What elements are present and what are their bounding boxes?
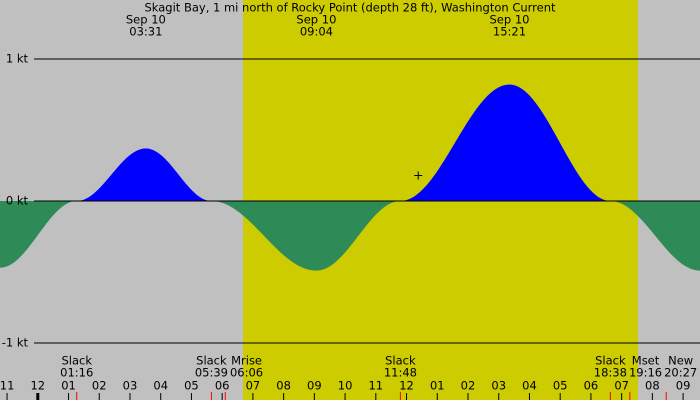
peak-date: Sep 10 <box>296 13 336 27</box>
x-tick-label: 02 <box>92 379 107 393</box>
ebb-area <box>0 201 77 268</box>
event-time: 19:16 <box>629 366 662 380</box>
x-tick-label: 11 <box>368 379 383 393</box>
x-tick-label: 12 <box>30 379 45 393</box>
x-tick-label: 10 <box>338 379 353 393</box>
event-time: 01:16 <box>60 366 93 380</box>
x-tick-label: 09 <box>307 379 322 393</box>
peak-time: 03:31 <box>129 25 162 39</box>
flood-area <box>76 148 212 201</box>
y-tick-label: 1 kt <box>6 52 29 66</box>
peak-date: Sep 10 <box>489 13 529 27</box>
flood-area <box>400 84 611 201</box>
x-tick-label: 03 <box>491 379 506 393</box>
event-time: 11:48 <box>384 366 417 380</box>
x-tick-label: 02 <box>461 379 476 393</box>
x-tick-label: 01 <box>61 379 76 393</box>
x-tick-label: 07 <box>246 379 261 393</box>
event-name: Slack <box>61 354 92 368</box>
chart-title: Skagit Bay, 1 mi north of Rocky Point (d… <box>144 1 556 15</box>
peak-date: Sep 10 <box>126 13 166 27</box>
peak-time: 09:04 <box>300 25 333 39</box>
peak-time: 15:21 <box>493 25 526 39</box>
event-time: 18:38 <box>594 366 627 380</box>
x-tick-label: 07 <box>614 379 629 393</box>
x-tick-label: 09 <box>676 379 691 393</box>
now-marker <box>414 171 423 180</box>
x-tick-label: 05 <box>553 379 568 393</box>
x-tick-label: 11 <box>0 379 14 393</box>
y-tick-label: -1 kt <box>2 336 29 350</box>
x-tick-label: 04 <box>522 379 537 393</box>
ebb-area <box>610 201 700 271</box>
y-tick-label: 0 kt <box>6 194 29 208</box>
event-name: Slack <box>595 354 626 368</box>
x-tick-label: 06 <box>584 379 599 393</box>
x-tick-label: 06 <box>215 379 230 393</box>
event-time: 06:06 <box>230 366 263 380</box>
event-name: Slack <box>385 354 416 368</box>
x-tick-label: 08 <box>645 379 660 393</box>
event-name: Mrise <box>231 354 262 368</box>
x-tick-label: 01 <box>430 379 445 393</box>
x-tick-label: 05 <box>184 379 199 393</box>
event-time: 20:27 <box>664 366 697 380</box>
ebb-area <box>211 201 401 271</box>
event-time: 05:39 <box>195 366 228 380</box>
x-tick-label: 12 <box>399 379 414 393</box>
x-tick-label: 04 <box>153 379 168 393</box>
x-tick-label: 08 <box>276 379 291 393</box>
event-name: Slack <box>196 354 227 368</box>
event-name: New <box>668 354 693 368</box>
x-tick-label: 03 <box>123 379 138 393</box>
event-name: Mset <box>632 354 660 368</box>
